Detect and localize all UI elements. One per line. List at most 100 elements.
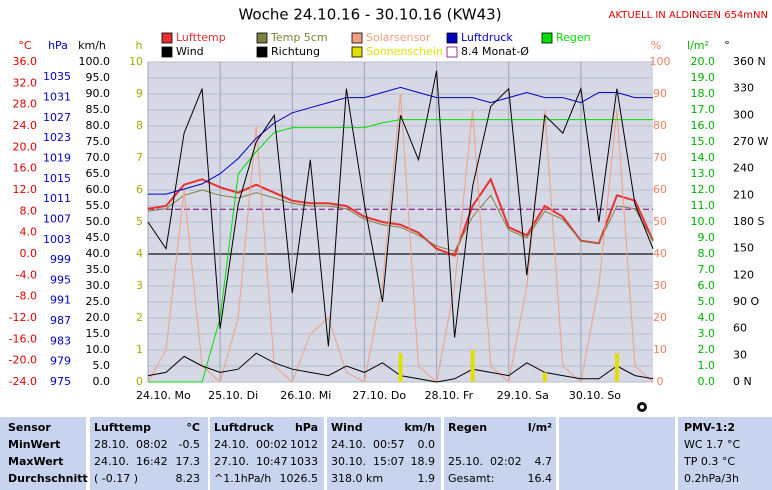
y-tick-label: 14.0 — [691, 151, 716, 164]
x-tick-label: 29.10. Sa — [497, 389, 549, 402]
axis-unit: km/h — [78, 39, 106, 52]
y-tick-label: 35.0 — [86, 263, 111, 276]
legend-label: Lufttemp — [176, 31, 226, 44]
table-cell: 28.10. 08:02 — [94, 438, 168, 451]
y-tick-label: 1003 — [43, 233, 71, 246]
y-tick-label: -16.0 — [9, 332, 37, 345]
y-tick-label: 1023 — [43, 131, 71, 144]
y-tick-label: 1 — [136, 343, 143, 356]
table-cell: Durchschnitt — [8, 472, 88, 485]
y-tick-label: 18.0 — [691, 87, 716, 100]
table-cell: 16.4 — [527, 472, 553, 485]
y-tick-label: 10 — [129, 55, 143, 68]
table-cell: Sensor — [8, 421, 51, 434]
table-cell: TP 0.3 °C — [684, 455, 736, 468]
table-cell: Lufttemp — [94, 421, 151, 434]
y-tick-label: 11.0 — [691, 199, 716, 212]
y-tick-label: 60 — [653, 183, 667, 196]
table-cell: hPa — [294, 421, 318, 434]
y-tick-label: 30.0 — [86, 279, 111, 292]
y-tick-label: 10.0 — [86, 343, 111, 356]
table-column — [444, 417, 556, 490]
y-tick-label: 999 — [50, 253, 71, 266]
y-tick-label: 983 — [50, 334, 71, 347]
y-tick-label: -8.0 — [16, 290, 37, 303]
y-tick-label: -24.0 — [9, 375, 37, 388]
y-tick-label: 991 — [50, 294, 71, 307]
legend-label: Sonnenschein — [366, 45, 443, 58]
y-tick-label: 15.0 — [86, 327, 111, 340]
table-cell: WC 1.7 °C — [684, 438, 741, 451]
legend-swatch — [446, 46, 458, 58]
y-tick-label: 90 O — [733, 295, 759, 308]
y-tick-label: 50.0 — [86, 215, 111, 228]
table-cell: 4.7 — [534, 455, 553, 468]
sunshine-bar — [398, 353, 403, 382]
series-line — [147, 70, 654, 347]
axis-unit: hPa — [48, 39, 68, 52]
table-cell: °C — [186, 421, 200, 434]
legend-label: 8.4 Monat-Ø — [461, 45, 529, 58]
y-tick-label: 40 — [653, 247, 667, 260]
y-tick-label: 4 — [136, 247, 143, 260]
table-cell: 8.23 — [175, 472, 201, 485]
y-tick-label: 16.0 — [13, 162, 38, 175]
table-column — [327, 417, 441, 490]
y-tick-label: 1035 — [43, 70, 71, 83]
table-cell: 1026.5 — [279, 472, 319, 485]
y-tick-label: 70.0 — [86, 151, 111, 164]
y-tick-label: 28.0 — [13, 98, 38, 111]
y-tick-label: 12.0 — [691, 183, 716, 196]
sunshine-bar — [470, 350, 475, 382]
y-tick-label: 10 — [653, 343, 667, 356]
axis-unit: h — [136, 39, 143, 52]
axis-unit: l/m² — [687, 39, 709, 52]
y-tick-label: 4.0 — [20, 226, 38, 239]
table-cell: 25.10. 02:02 — [448, 455, 522, 468]
y-tick-label: 1007 — [43, 212, 71, 225]
y-tick-label: 17.0 — [691, 103, 716, 116]
y-tick-label: 55.0 — [86, 199, 111, 212]
table-cell: Luftdruck — [214, 421, 274, 434]
y-tick-label: 16.0 — [691, 119, 716, 132]
table-cell: MinWert — [8, 438, 61, 451]
y-tick-label: 9 — [136, 87, 143, 100]
y-tick-label: 13.0 — [691, 167, 716, 180]
y-tick-label: 150 — [733, 242, 754, 255]
table-cell: 0.0 — [417, 438, 436, 451]
legend-label: Solarsensor — [366, 31, 431, 44]
table-cell: Regen — [448, 421, 488, 434]
y-tick-label: 8.0 — [698, 247, 716, 260]
table-cell: PMV-1:2 — [684, 421, 735, 434]
y-tick-label: 65.0 — [86, 167, 111, 180]
legend-swatch — [256, 46, 268, 58]
y-tick-label: 8 — [136, 119, 143, 132]
x-tick-label: 27.10. Do — [352, 389, 406, 402]
y-tick-label: 1015 — [43, 172, 71, 185]
y-tick-label: 20.0 — [86, 311, 111, 324]
table-cell: 27.10. 10:47 — [214, 455, 288, 468]
y-tick-label: 20.0 — [13, 140, 38, 153]
y-tick-label: 10.0 — [691, 215, 716, 228]
station-note: AKTUELL IN ALDINGEN 654mNN — [609, 10, 768, 21]
y-tick-label: 8.0 — [20, 204, 38, 217]
table-cell: Gesamt: — [448, 472, 495, 485]
y-tick-label: 80.0 — [86, 119, 111, 132]
y-tick-label: 1019 — [43, 152, 71, 165]
y-tick-label: 20.0 — [691, 55, 716, 68]
y-tick-label: 32.0 — [13, 76, 38, 89]
y-tick-label: -4.0 — [16, 268, 37, 281]
table-cell: 18.9 — [410, 455, 436, 468]
table-cell: 318.0 km — [331, 472, 384, 485]
table-cell: Wind — [331, 421, 363, 434]
y-tick-label: 36.0 — [13, 55, 38, 68]
table-column — [0, 417, 86, 490]
series-line — [148, 86, 653, 195]
y-tick-label: 90.0 — [86, 87, 111, 100]
y-tick-label: 120 — [733, 268, 754, 281]
table-cell: 1012 — [290, 438, 318, 451]
y-tick-label: 2.0 — [698, 343, 716, 356]
table-cell: MaxWert — [8, 455, 64, 468]
table-cell: l/m² — [527, 421, 552, 434]
